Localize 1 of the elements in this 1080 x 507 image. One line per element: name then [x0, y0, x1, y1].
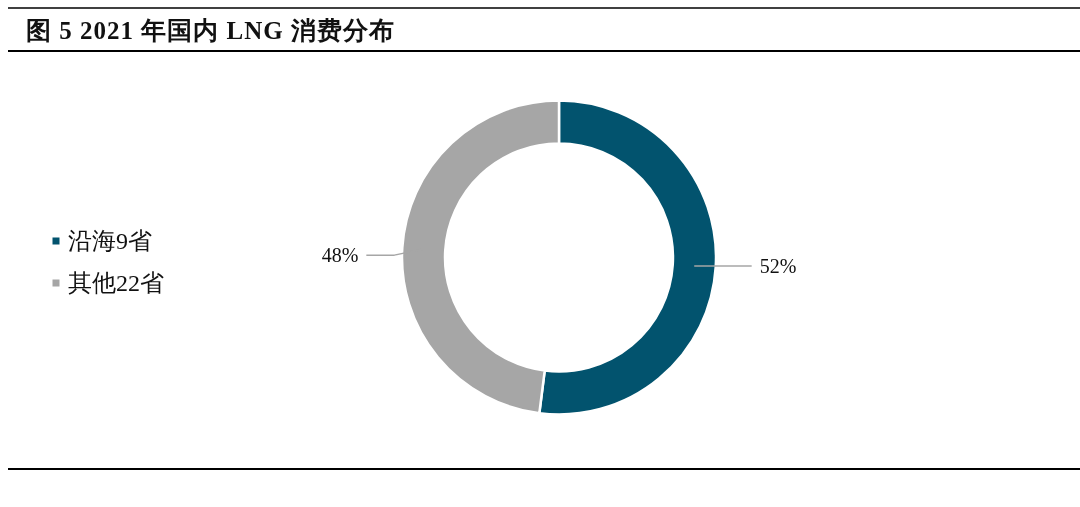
title: 图 5 2021 年国内 LNG 消费分布	[26, 17, 395, 44]
